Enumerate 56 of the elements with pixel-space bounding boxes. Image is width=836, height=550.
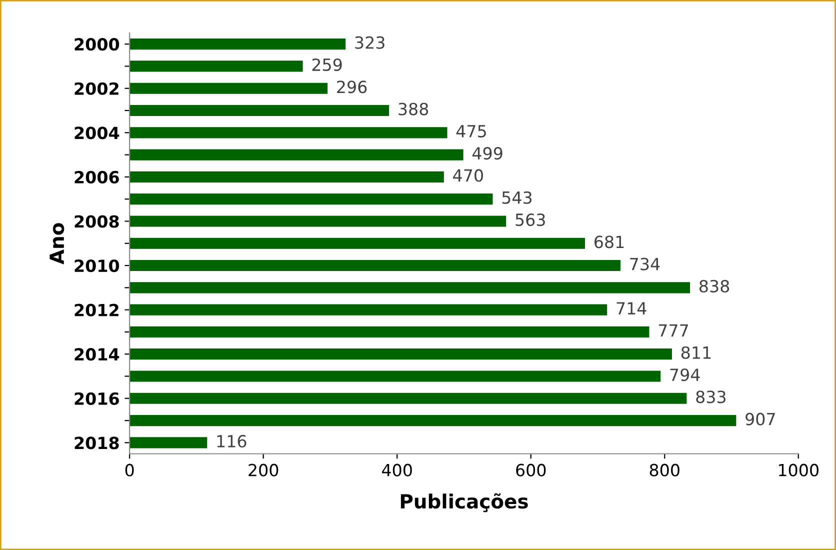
x-axis-title: Publicações — [400, 493, 528, 512]
x-tick-label: 400 — [382, 464, 412, 476]
data-label: 794 — [670, 368, 700, 382]
data-label: 811 — [681, 346, 711, 359]
bar — [130, 282, 690, 294]
y-tick-label: 2000 — [74, 38, 120, 51]
x-tick-label: 0 — [125, 464, 134, 476]
y-axis-title: Ano — [50, 223, 64, 264]
data-label: 563 — [516, 213, 545, 226]
bar — [130, 60, 303, 72]
y-tick-label: 2012 — [74, 304, 118, 316]
bar — [130, 171, 444, 182]
data-label: 838 — [700, 280, 730, 292]
y-tick-label: 2004 — [74, 126, 120, 140]
bar — [130, 104, 390, 116]
x-tick-label: 1000 — [779, 464, 818, 476]
data-label: 323 — [355, 36, 384, 49]
bar — [130, 414, 736, 426]
y-tick-label: 2018 — [74, 436, 119, 450]
data-label: 907 — [746, 412, 775, 426]
data-label: 259 — [312, 58, 342, 72]
y-tick-label: 2002 — [74, 82, 118, 95]
bar — [130, 437, 208, 448]
bar — [130, 149, 464, 160]
y-tick-label: 2010 — [74, 259, 120, 272]
y-tick-label: 2016 — [74, 392, 119, 405]
data-label: 833 — [696, 390, 726, 404]
data-label: 734 — [630, 258, 660, 270]
y-tick-label: 2014 — [74, 348, 120, 361]
bar — [130, 392, 687, 404]
bar — [130, 38, 346, 50]
data-label: 296 — [337, 80, 367, 94]
data-label: 499 — [472, 147, 502, 160]
x-tick-label: 800 — [650, 464, 680, 476]
data-label: 714 — [616, 302, 646, 314]
y-tick-label: 2006 — [74, 170, 119, 184]
bar — [130, 304, 608, 316]
x-tick-label: 600 — [516, 464, 546, 476]
data-label: 388 — [398, 102, 428, 116]
data-label: 470 — [453, 169, 483, 182]
data-label: 681 — [594, 236, 624, 248]
bar — [130, 216, 506, 227]
bar — [130, 82, 328, 94]
data-label: 116 — [217, 434, 246, 448]
data-label: 777 — [658, 324, 688, 337]
bar — [130, 326, 650, 338]
y-tick-label: 2008 — [74, 215, 119, 228]
bar — [130, 194, 493, 205]
x-tick-label: 200 — [248, 464, 278, 476]
data-label: 543 — [502, 191, 532, 204]
bar — [130, 238, 586, 249]
bar — [130, 370, 661, 382]
bar — [130, 348, 672, 360]
bar — [130, 127, 448, 138]
data-label: 475 — [456, 125, 486, 138]
bar — [130, 260, 620, 272]
